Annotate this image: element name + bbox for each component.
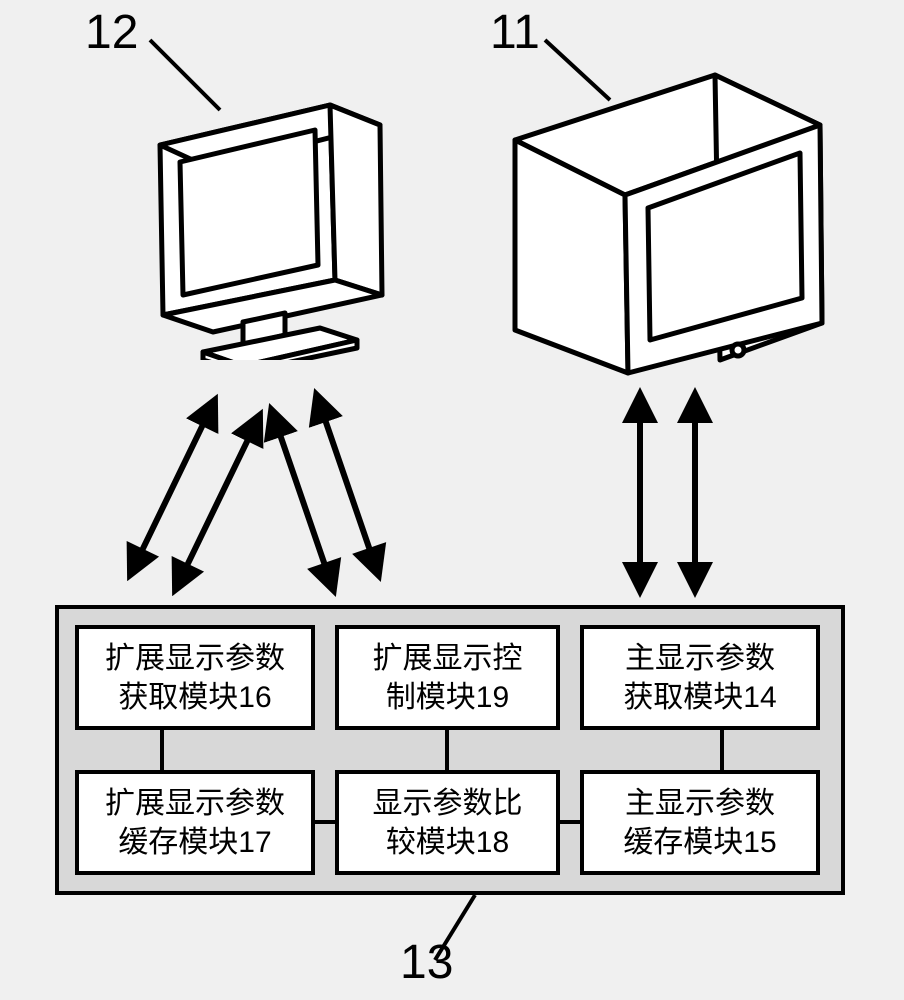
leader-line-container: [0, 0, 904, 1000]
